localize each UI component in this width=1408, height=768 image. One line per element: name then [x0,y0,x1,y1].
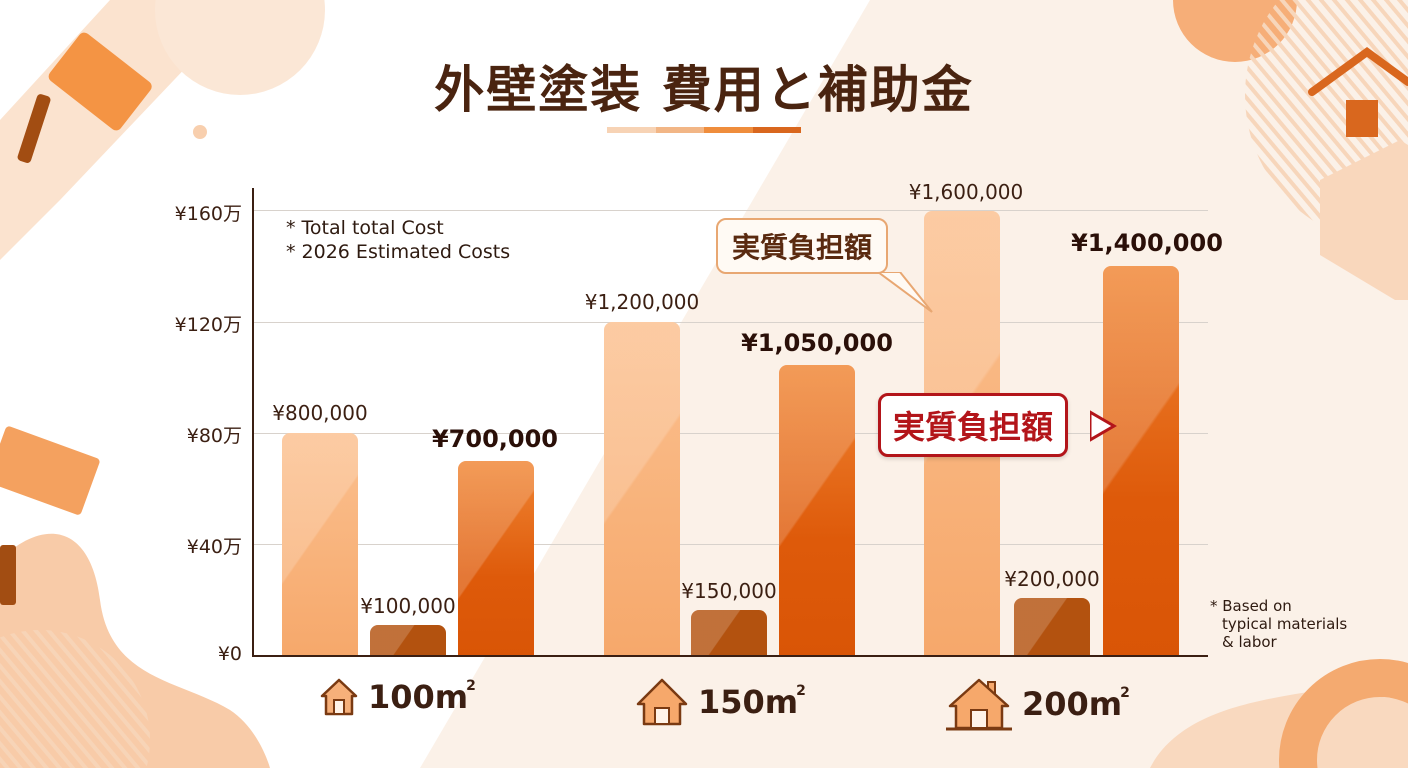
house-icon [320,678,358,716]
bar-value-label: ¥800,000 [272,401,368,425]
bar-subsidy-150[interactable] [691,610,767,656]
category-200: 200m2 [944,676,1130,732]
chart-title: 外壁塗装 費用と補助金 [434,61,974,119]
callout-pointer [1090,410,1117,442]
side-note-line: typical materials [1222,615,1348,633]
y-tick: ¥0 [217,643,242,665]
title-underline [607,127,801,133]
bar-net-150[interactable] [779,365,855,656]
underline-segment [655,127,704,133]
callout-net-cost: 実質負担額 [716,218,889,274]
bar-value-label: ¥700,000 [431,425,558,453]
underline-segment [752,127,801,133]
y-tick: ¥40万 [186,536,242,558]
callout-pointer [876,272,933,313]
bar-net-200[interactable] [1103,266,1179,656]
bar-value-label: ¥200,000 [1004,567,1100,591]
bar-value-label: ¥1,600,000 [908,180,1024,204]
underline-segment [607,127,656,133]
y-tick: ¥80万 [186,425,242,447]
category-100: 100m2 [318,676,476,718]
bar-total-100[interactable] [282,433,358,656]
category-label: 200m2 [1022,685,1130,723]
bar-value-label: ¥1,050,000 [741,329,893,357]
y-axis [252,188,254,657]
category-150: 150m2 [634,676,806,728]
y-tick: ¥120万 [174,314,242,336]
underline-segment [704,127,753,133]
bar-subsidy-200[interactable] [1014,598,1090,656]
side-note-line: & labor [1222,633,1277,651]
note-line: * 2026 Estimated Costs [286,241,511,263]
bar-total-150[interactable] [604,322,680,656]
gridline [254,210,1208,211]
side-note: * Based on typical materials & labor [1210,597,1347,651]
y-tick: ¥160万 [174,203,242,225]
house-icon [946,678,1012,731]
category-label: 150m2 [698,683,806,721]
bar-value-label: ¥1,200,000 [584,290,700,314]
category-label: 100m2 [368,678,476,716]
house-icon [636,678,688,726]
gridline [254,433,1208,434]
bar-value-label: ¥1,400,000 [1071,229,1223,257]
callout-net-cost-highlight: 実質負担額 [878,393,1069,457]
bar-value-label: ¥100,000 [360,594,456,618]
gridline [254,322,1208,323]
gridline [254,544,1208,545]
side-note-line: * Based on [1210,597,1292,615]
bar-value-label: ¥150,000 [681,579,777,603]
chart-notes: * Total total Cost * 2026 Estimated Cost… [286,216,510,264]
x-axis [252,655,1208,657]
bar-subsidy-100[interactable] [370,625,446,656]
bar-net-100[interactable] [458,461,534,656]
note-line: * Total total Cost [286,217,444,239]
